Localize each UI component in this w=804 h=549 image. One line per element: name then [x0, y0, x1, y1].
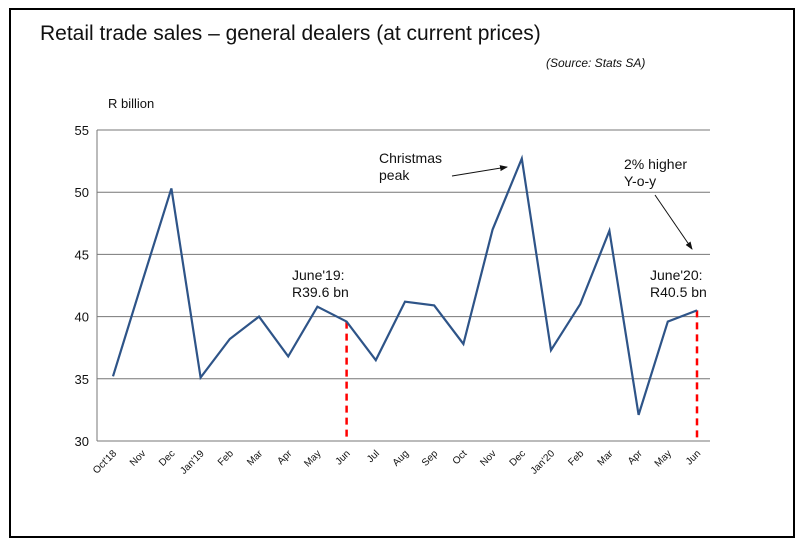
annotation-christmas-peak: Christmas peak [379, 150, 443, 183]
x-tick-label: Jul [365, 448, 382, 465]
y-tick-label: 35 [75, 372, 89, 387]
annotation-yoy: 2% higher Y-o-y [624, 156, 688, 189]
x-tick-label: Nov [128, 448, 148, 468]
x-tick-label: Dec [157, 448, 177, 468]
chart-source: (Source: Stats SA) [546, 56, 646, 70]
y-tick-label: 40 [75, 310, 89, 325]
x-tick-label: Nov [478, 448, 498, 468]
y-tick-label: 45 [75, 247, 89, 262]
x-tick-label: Feb [566, 448, 586, 468]
chart-title: Retail trade sales – general dealers (at… [40, 22, 541, 45]
x-tick-label: Apr [626, 448, 645, 467]
x-tick-label: Jan'20 [529, 448, 558, 477]
annotation-june20: June'20: R40.5 bn [650, 267, 707, 300]
yoy-arrow [654, 194, 693, 250]
x-tick-label: May [302, 448, 323, 469]
x-tick-label: Sep [420, 448, 441, 469]
x-tick-label: Dec [508, 448, 528, 468]
y-tick-label: 50 [75, 185, 89, 200]
x-tick-label: Aug [391, 448, 411, 468]
x-tick-label: Mar [596, 448, 616, 468]
x-tick-label: May [653, 448, 674, 469]
annotation-june19: June'19: R39.6 bn [292, 267, 349, 300]
x-tick-label: Oct [451, 448, 470, 467]
x-tick-label: Apr [276, 448, 295, 467]
x-tick-label: Feb [216, 448, 236, 468]
y-axis-label: R billion [108, 96, 155, 111]
series-line [111, 154, 698, 416]
x-tick-label: Mar [245, 448, 265, 468]
chart-frame [9, 8, 795, 538]
x-tick-label: Jun [684, 448, 703, 467]
y-tick-label: 30 [75, 434, 89, 449]
y-tick-label: 55 [75, 123, 89, 138]
christmas-arrow [451, 165, 508, 177]
x-tick-label: Jun [334, 448, 353, 467]
x-tick-label: Oct'18 [91, 448, 119, 476]
x-tick-label: Jan'19 [178, 448, 207, 477]
